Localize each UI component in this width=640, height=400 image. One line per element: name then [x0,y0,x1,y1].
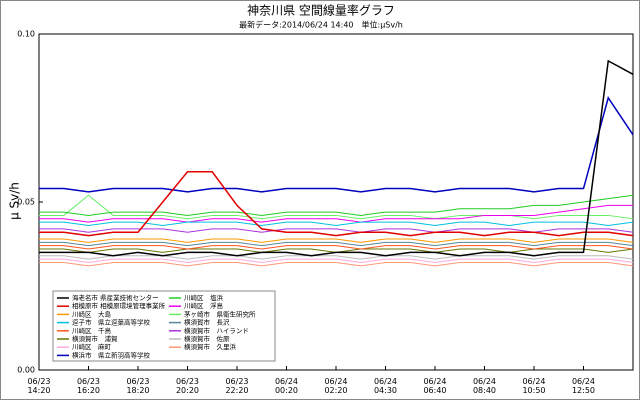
series-line [39,241,634,247]
series-line [39,245,634,250]
x-tick-label: 06/24 02:20 [324,377,348,395]
series-line [39,261,634,267]
chart-subtitle: 最新データ:2014/06/24 14:40 単位:μSv/h [239,20,403,30]
legend-label: 横浜市 県立新羽高等学校 [72,350,151,359]
legend-label: 川崎区 麻町 [72,342,112,351]
legend-label: 横須賀市 久里浜 [184,342,237,351]
series-line [39,255,634,260]
series-line [39,204,633,223]
legend-label: 川崎区 浮島 [184,301,224,310]
x-tick-label: 06/24 04:30 [373,377,398,395]
legend-box [52,290,276,362]
series-line [39,96,634,193]
x-tick-label: 06/23 20:20 [175,377,200,395]
x-tick-label: 06/23 16:20 [76,377,101,395]
series-line [39,258,634,263]
x-tick-label: 06/23 18:20 [126,377,150,395]
legend-label: 相模原市 相模原環境管理事業所 [72,301,166,310]
y-tick-label: 0.00 [17,366,35,375]
chart-title: 神奈川県 空間線量率グラフ [247,3,395,18]
series-line [39,238,634,243]
series-line [39,194,634,220]
legend-label: 川崎区 大島 [72,309,112,318]
legend-label: 川崎区 千鳥 [72,326,112,335]
legend-label: 逗子市 県立逗葉高等学校 [72,318,151,327]
legend-label: 横須賀市 浦賀 [72,334,118,343]
legend-label: 海老名市 県産業技術センター [72,293,159,302]
legend-label: 横須賀市 長沢 [184,318,230,327]
series-line [39,171,634,237]
legend-label: 川崎区 塩浜 [184,293,224,302]
x-tick-label: 06/23 22:20 [225,377,249,395]
x-tick-label: 06/24 08:40 [472,377,497,395]
x-tick-label: 06/24 00:20 [274,377,299,395]
y-tick-label: 0.10 [17,30,35,39]
legend-label: 茅ヶ崎市 県衛生研究所 [184,309,256,318]
y-tick-label: 0.05 [17,198,35,207]
x-tick-label: 06/23 14:20 [27,377,51,395]
x-tick-label: 06/24 06:40 [423,377,447,395]
x-tick-label: 06/24 10:50 [522,377,546,395]
legend-label: 横須賀市 佐原 [184,334,230,343]
series-line [39,221,634,227]
legend-label: 横須賀市 ハイランド [184,326,249,335]
series-line [39,194,634,216]
series-line [39,59,634,257]
x-tick-label: 06/24 12:50 [571,377,596,395]
y-axis-label: μ Sv/h [8,182,22,220]
